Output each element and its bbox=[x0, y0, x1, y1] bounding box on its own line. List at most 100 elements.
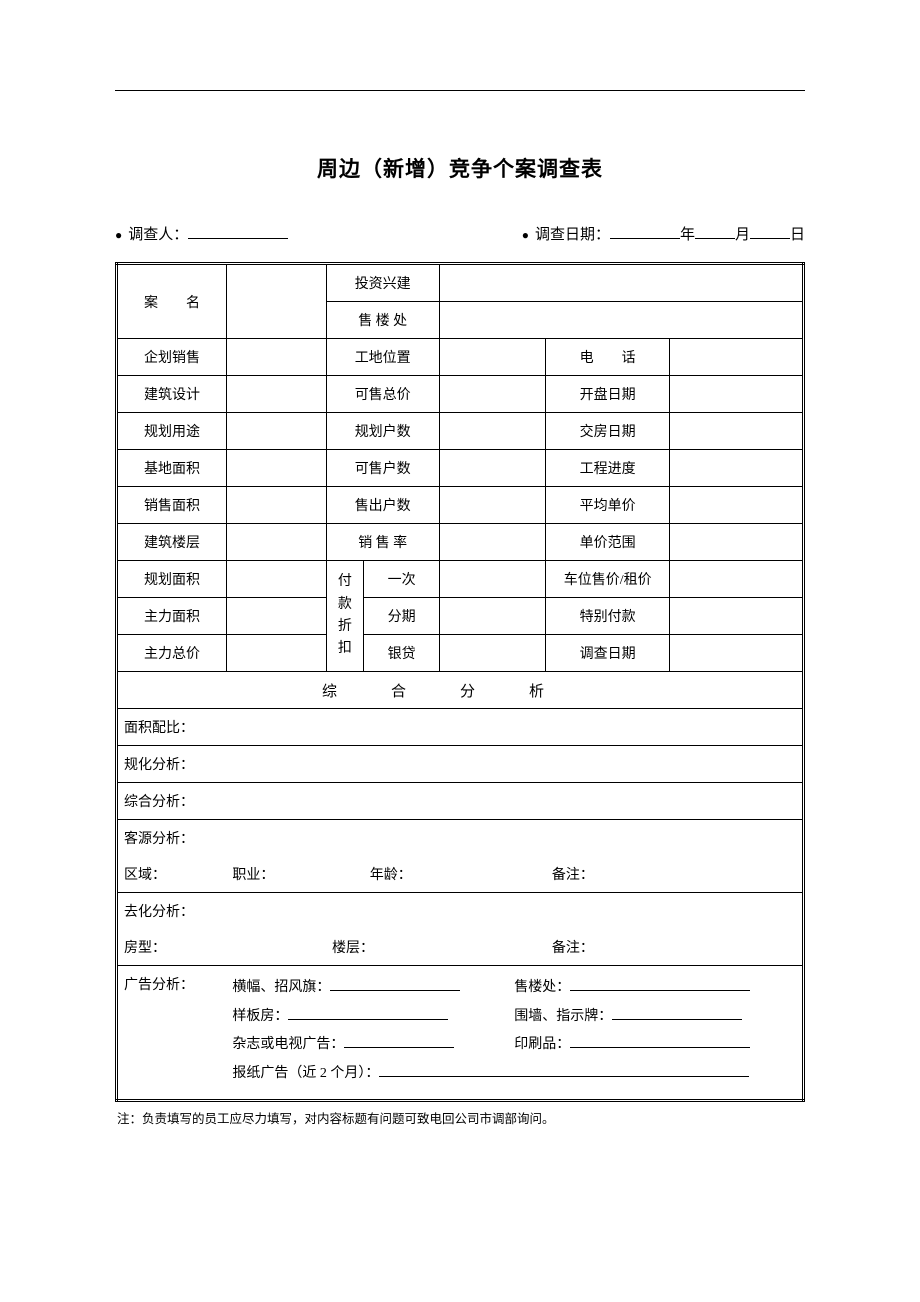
value-plan-area[interactable] bbox=[226, 561, 326, 598]
ad-wall-label: 围墙、指示牌： bbox=[514, 1003, 612, 1032]
value-plan-sales[interactable] bbox=[226, 339, 326, 376]
day-suffix: 日 bbox=[790, 223, 805, 244]
value-parking-price[interactable] bbox=[670, 561, 804, 598]
label-special-pay: 特别付款 bbox=[546, 598, 670, 635]
day-blank[interactable] bbox=[750, 223, 790, 239]
label-payment-discount: 付款折扣 bbox=[326, 561, 364, 672]
occupation-label[interactable]: 职业： bbox=[226, 856, 363, 893]
label-open-date: 开盘日期 bbox=[546, 376, 670, 413]
plan-analysis-row[interactable]: 规化分析： bbox=[117, 746, 804, 783]
label-main-total: 主力总价 bbox=[117, 635, 227, 672]
month-suffix: 月 bbox=[735, 223, 750, 244]
footnote: 注：负责填写的员工应尽力填写，对内容标题有问题可致电回公司市调部询问。 bbox=[115, 1108, 805, 1127]
value-sales-area[interactable] bbox=[226, 487, 326, 524]
label-sales-rate: 销 售 率 bbox=[326, 524, 439, 561]
ad-newspaper-label: 报纸广告（近 2 个月）： bbox=[232, 1060, 379, 1089]
label-plan-sales: 企划销售 bbox=[117, 339, 227, 376]
value-saleable-units[interactable] bbox=[439, 450, 545, 487]
client-analysis-label: 客源分析： bbox=[117, 820, 804, 857]
label-base-area: 基地面积 bbox=[117, 450, 227, 487]
label-plan-use: 规划用途 bbox=[117, 413, 227, 450]
value-site-location[interactable] bbox=[439, 339, 545, 376]
label-investor: 投资兴建 bbox=[326, 264, 439, 302]
value-open-date[interactable] bbox=[670, 376, 804, 413]
value-pay-once[interactable] bbox=[439, 561, 545, 598]
label-main-area: 主力面积 bbox=[117, 598, 227, 635]
value-sold-units[interactable] bbox=[439, 487, 545, 524]
label-arch-design: 建筑设计 bbox=[117, 376, 227, 413]
value-floors[interactable] bbox=[226, 524, 326, 561]
area-ratio-row[interactable]: 面积配比： bbox=[117, 709, 804, 746]
value-survey-date2[interactable] bbox=[670, 635, 804, 672]
comp-analysis-row[interactable]: 综合分析： bbox=[117, 783, 804, 820]
value-avg-price[interactable] bbox=[670, 487, 804, 524]
label-delivery-date: 交房日期 bbox=[546, 413, 670, 450]
value-investor[interactable] bbox=[439, 264, 803, 302]
year-suffix: 年 bbox=[680, 223, 695, 244]
label-sales-area: 销售面积 bbox=[117, 487, 227, 524]
ad-model-blank[interactable] bbox=[288, 1005, 448, 1020]
ad-model-label: 样板房： bbox=[232, 1003, 288, 1032]
value-plan-units[interactable] bbox=[439, 413, 545, 450]
month-blank[interactable] bbox=[695, 223, 735, 239]
label-saleable-units: 可售户数 bbox=[326, 450, 439, 487]
ad-office-label: 售楼处： bbox=[514, 974, 570, 1003]
ad-tv-blank[interactable] bbox=[344, 1033, 454, 1048]
value-sales-rate[interactable] bbox=[439, 524, 545, 561]
value-special-pay[interactable] bbox=[670, 598, 804, 635]
floor-label[interactable]: 楼层： bbox=[326, 929, 546, 966]
investigator-blank[interactable] bbox=[188, 223, 288, 239]
ad-banner-blank[interactable] bbox=[330, 976, 460, 991]
survey-table: 案 名 投资兴建 售 楼 处 企划销售 工地位置 电 话 建筑设计 可售总价 开… bbox=[115, 262, 805, 1102]
investigator-label: 调查人： bbox=[128, 223, 188, 244]
label-sold-units: 售出户数 bbox=[326, 487, 439, 524]
section-header-text: 综合分析 bbox=[322, 684, 598, 700]
label-avg-price: 平均单价 bbox=[546, 487, 670, 524]
unit-type-label[interactable]: 房型： bbox=[117, 929, 327, 966]
value-sales-office[interactable] bbox=[439, 302, 803, 339]
age-label[interactable]: 年龄： bbox=[364, 856, 546, 893]
year-blank[interactable] bbox=[610, 223, 680, 239]
section-header: 综合分析 bbox=[117, 672, 804, 709]
label-plan-units: 规划户数 bbox=[326, 413, 439, 450]
ad-analysis-block: 横幅、招风旗： 售楼处： 样板房： 围墙、指示牌： bbox=[226, 966, 803, 1101]
value-delivery-date[interactable] bbox=[670, 413, 804, 450]
bullet-icon: ● bbox=[115, 228, 122, 243]
ad-print-blank[interactable] bbox=[570, 1033, 750, 1048]
value-main-area[interactable] bbox=[226, 598, 326, 635]
value-base-area[interactable] bbox=[226, 450, 326, 487]
value-price-range[interactable] bbox=[670, 524, 804, 561]
label-sales-office: 售 楼 处 bbox=[326, 302, 439, 339]
value-total-price[interactable] bbox=[439, 376, 545, 413]
value-pay-loan[interactable] bbox=[439, 635, 545, 672]
label-total-price: 可售总价 bbox=[326, 376, 439, 413]
ad-analysis-label: 广告分析： bbox=[117, 966, 227, 1101]
label-pay-once: 一次 bbox=[364, 561, 440, 598]
value-progress[interactable] bbox=[670, 450, 804, 487]
top-horizontal-rule bbox=[115, 90, 805, 91]
investigator-field: ● 调查人： bbox=[115, 223, 288, 244]
ad-wall-blank[interactable] bbox=[612, 1005, 742, 1020]
value-pay-installment[interactable] bbox=[439, 598, 545, 635]
survey-date-field: ● 调查日期： 年 月 日 bbox=[522, 223, 805, 244]
page-title: 周边（新增）竞争个案调查表 bbox=[115, 153, 805, 183]
note-label-2[interactable]: 备注： bbox=[546, 929, 804, 966]
dehua-label: 去化分析： bbox=[117, 893, 804, 930]
label-price-range: 单价范围 bbox=[546, 524, 670, 561]
value-main-total[interactable] bbox=[226, 635, 326, 672]
ad-print-label: 印刷品： bbox=[514, 1031, 570, 1060]
header-row: ● 调查人： ● 调查日期： 年 月 日 bbox=[115, 223, 805, 244]
value-arch-design[interactable] bbox=[226, 376, 326, 413]
bullet-icon: ● bbox=[522, 228, 529, 243]
region-label[interactable]: 区域： bbox=[117, 856, 227, 893]
label-pay-installment: 分期 bbox=[364, 598, 440, 635]
value-plan-use[interactable] bbox=[226, 413, 326, 450]
ad-banner-label: 横幅、招风旗： bbox=[232, 974, 330, 1003]
ad-office-blank[interactable] bbox=[570, 976, 750, 991]
label-progress: 工程进度 bbox=[546, 450, 670, 487]
ad-newspaper-blank[interactable] bbox=[379, 1062, 749, 1077]
value-phone[interactable] bbox=[670, 339, 804, 376]
value-case-name[interactable] bbox=[226, 264, 326, 339]
note-label-1[interactable]: 备注： bbox=[546, 856, 804, 893]
label-parking-price: 车位售价/租价 bbox=[546, 561, 670, 598]
